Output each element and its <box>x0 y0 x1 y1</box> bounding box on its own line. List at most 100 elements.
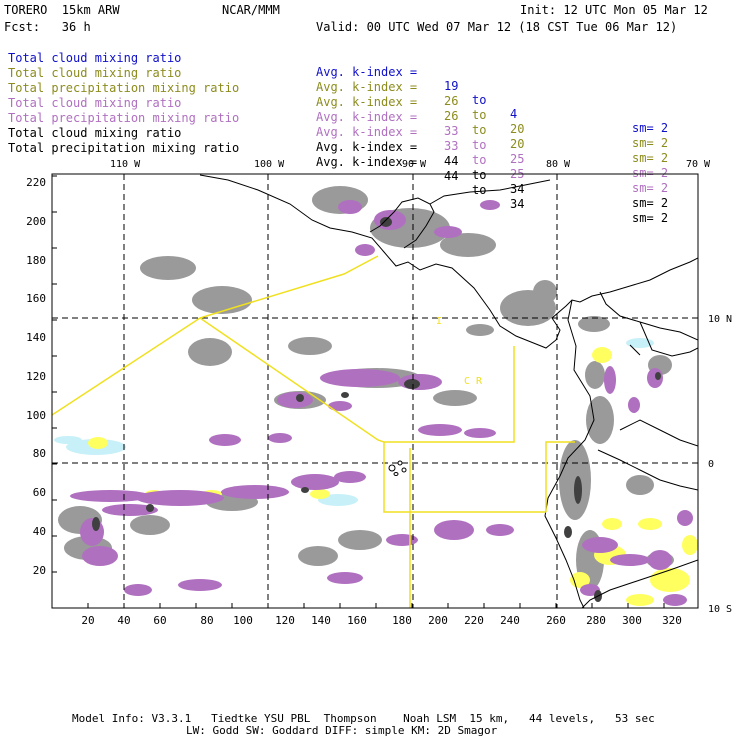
y-tick-label: 120 <box>26 370 46 383</box>
model-info-line-2: LW: Godd SW: Goddard DIFF: simple KM: 2D… <box>186 724 498 737</box>
y-tick-label: 80 <box>33 447 46 460</box>
legend-smoothing: sm= 2 <box>632 211 669 225</box>
valid-time: Valid: 00 UTC Wed 07 Mar 12 (18 CST Tue … <box>316 20 678 34</box>
legend-kindex-from: 33 <box>444 124 459 138</box>
legend-smoothing: sm= 2 <box>632 136 669 150</box>
longitude-labels: 110 W 100 W 90 W 80 W 70 W <box>110 159 711 170</box>
legend-kindex-from: 26 <box>444 109 459 123</box>
box-label-letters: I C R <box>436 316 483 387</box>
y-tick-label: 200 <box>26 215 46 228</box>
y-tick-label: 40 <box>33 525 46 538</box>
y-tick-label: 180 <box>26 254 46 267</box>
legend-kindex-label: Avg. k-index = <box>316 95 418 109</box>
legend-kindex-label: Avg. k-index = <box>316 125 418 139</box>
lat-label: 10 N <box>708 314 732 325</box>
lon-label: 70 W <box>686 159 711 170</box>
x-tick-label: 260 <box>546 614 566 627</box>
cr-box-label: C R <box>464 376 483 387</box>
x-tick-label: 40 <box>117 614 130 627</box>
map-frame <box>51 173 699 609</box>
legend-kindex-to-word: to <box>472 123 487 137</box>
legend-kindex-from: 33 <box>444 139 459 153</box>
lon-label: 100 W <box>254 159 285 170</box>
svg-text:I: I <box>436 316 442 327</box>
lat-label: 10 S <box>708 604 732 615</box>
lon-label: 90 W <box>402 159 427 170</box>
y-tick-label: 160 <box>26 292 46 305</box>
legend-kindex-from: 44 <box>444 169 459 183</box>
legend-kindex-to: 25 <box>510 152 525 166</box>
x-tick-label: 160 <box>347 614 367 627</box>
legend-field: Total cloud mixing ratio <box>8 126 182 140</box>
legend-field: Total cloud mixing ratio <box>8 66 182 80</box>
legend-smoothing: sm= 2 <box>632 121 669 135</box>
legend-smoothing: sm= 2 <box>632 151 669 165</box>
x-tick-label: 320 <box>662 614 682 627</box>
legend-row-2: Total cloud mixing ratio Avg. k-index = … <box>8 52 668 150</box>
lon-label: 80 W <box>546 159 571 170</box>
purple-precip-patches <box>70 200 693 606</box>
legend-field: Total precipitation mixing ratio <box>8 81 240 95</box>
legend-field: Total precipitation mixing ratio <box>8 111 240 125</box>
x-tick-label: 120 <box>275 614 295 627</box>
map-plot-area: I C R <box>52 174 698 608</box>
legend-kindex-label: Avg. k-index = <box>316 65 418 79</box>
legend-field: Total cloud mixing ratio <box>8 96 182 110</box>
legend-kindex-to-word: to <box>472 93 487 107</box>
x-tick-label: 240 <box>500 614 520 627</box>
legend-kindex-label: Avg. k-index = <box>316 155 418 169</box>
model-info-line-1: Model Info: V3.3.1 Tiedtke YSU PBL Thomp… <box>72 712 655 725</box>
y-tick-labels: 220 200 180 160 140 120 100 80 60 40 20 <box>26 176 46 577</box>
legend-kindex-to-word: to <box>472 108 487 122</box>
model-title: TORERO 15km ARW <box>4 3 120 17</box>
x-tick-label: 180 <box>392 614 412 627</box>
x-tick-label: 200 <box>428 614 448 627</box>
lon-label: 110 W <box>110 159 141 170</box>
legend-kindex-to: 20 <box>510 122 525 136</box>
x-tick-label: 80 <box>200 614 213 627</box>
x-tick-label: 20 <box>81 614 94 627</box>
dark-convective-cores <box>92 217 661 602</box>
y-tick-label: 100 <box>26 409 46 422</box>
legend-kindex-label: Avg. k-index = <box>316 80 418 94</box>
legend-row-1: Total cloud mixing ratio Avg. k-index = … <box>8 37 668 135</box>
x-tick-label: 140 <box>311 614 331 627</box>
organization-label: NCAR/MMM <box>222 3 280 17</box>
legend-kindex-label: Avg. k-index = <box>316 140 418 154</box>
legend-row-3: Total precipitation mixing ratio Avg. k-… <box>8 67 668 165</box>
legend-kindex-to: 4 <box>510 107 518 121</box>
coastlines <box>199 174 698 608</box>
y-tick-label: 60 <box>33 486 46 499</box>
legend-row-7: Total precipitation mixing ratio Avg. k-… <box>8 127 668 225</box>
legend-field: Total precipitation mixing ratio <box>8 141 240 155</box>
axis-ticks <box>52 175 665 608</box>
y-tick-label: 140 <box>26 331 46 344</box>
lat-lon-grid <box>52 174 698 608</box>
legend-smoothing: sm= 2 <box>632 196 669 210</box>
forecast-hour: Fcst: 36 h <box>4 20 91 34</box>
legend-row-5: Total precipitation mixing ratio Avg. k-… <box>8 97 668 195</box>
legend-kindex-to-word: to <box>472 153 487 167</box>
legend-kindex-label: Avg. k-index = <box>316 110 418 124</box>
y-tick-label: 220 <box>26 176 46 189</box>
legend-smoothing: sm= 2 <box>632 181 669 195</box>
legend-smoothing: sm= 2 <box>632 166 669 180</box>
legend-field: Total cloud mixing ratio <box>8 51 182 65</box>
x-tick-label: 300 <box>622 614 642 627</box>
legend-kindex-to-word: to <box>472 168 487 182</box>
legend-kindex-from: 26 <box>444 94 459 108</box>
lat-label: 0 <box>708 459 714 470</box>
legend-kindex-from: 44 <box>444 154 459 168</box>
legend-kindex-to-word: to <box>472 138 487 152</box>
init-time: Init: 12 UTC Mon 05 Mar 12 <box>520 3 708 17</box>
yellow-region-boxes <box>52 255 575 608</box>
legend-kindex-to-word: to <box>472 183 487 197</box>
legend-kindex-to: 34 <box>510 197 525 211</box>
x-tick-label: 60 <box>153 614 166 627</box>
x-tick-label: 220 <box>464 614 484 627</box>
legend-kindex-from: 19 <box>444 79 459 93</box>
latitude-labels: 10 N 0 10 S <box>708 314 732 615</box>
y-tick-label: 20 <box>33 564 46 577</box>
legend-row-4: Total cloud mixing ratio Avg. k-index = … <box>8 82 668 180</box>
